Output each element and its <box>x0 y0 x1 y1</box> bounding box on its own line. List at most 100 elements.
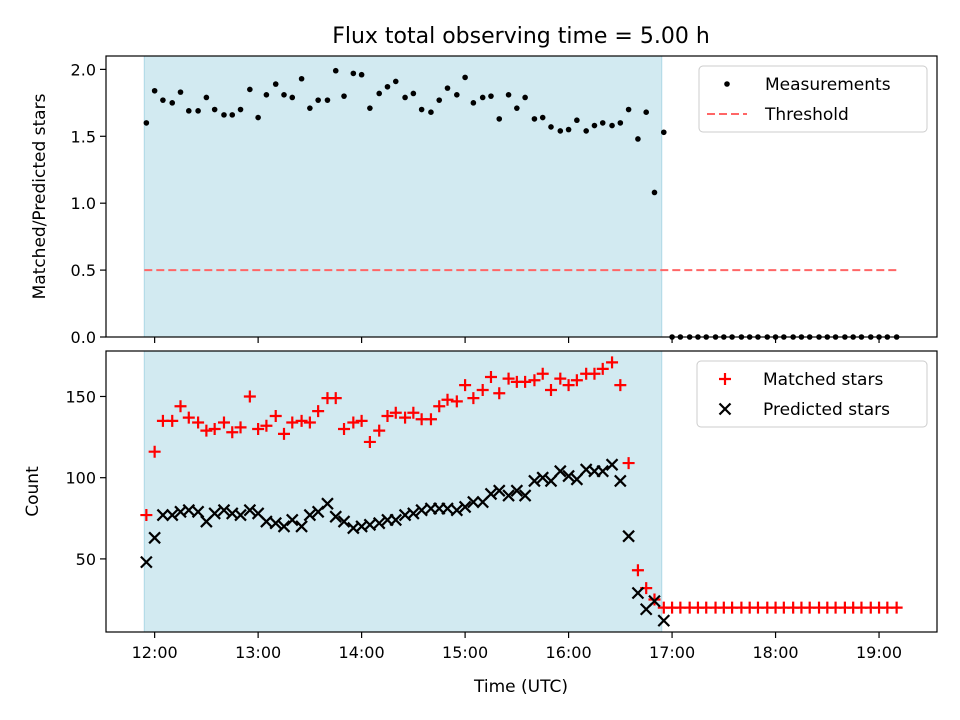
data-point <box>479 94 486 101</box>
data-point <box>221 112 227 118</box>
data-point <box>208 507 221 520</box>
data-point <box>428 109 434 115</box>
data-point <box>338 422 351 435</box>
data-point <box>470 100 477 106</box>
data-point <box>243 390 256 403</box>
y-tick-label: 150 <box>65 387 96 406</box>
data-point <box>544 474 558 488</box>
data-point <box>554 464 567 478</box>
data-point <box>247 86 253 93</box>
data-point <box>151 87 158 94</box>
data-point <box>450 395 463 408</box>
data-point <box>263 92 270 98</box>
data-point <box>148 531 161 545</box>
data-point <box>185 108 192 114</box>
data-point <box>458 500 472 514</box>
data-point <box>355 414 368 427</box>
data-point <box>635 136 641 142</box>
data-point <box>160 97 166 103</box>
data-point <box>562 379 575 392</box>
legend-label: Matched stars <box>763 370 883 390</box>
legend-box <box>696 360 928 428</box>
data-point <box>617 120 624 126</box>
data-point <box>165 508 179 522</box>
data-point <box>467 495 480 509</box>
data-point <box>295 520 308 533</box>
data-point <box>441 393 454 406</box>
data-point <box>436 97 443 103</box>
data-point <box>208 422 221 435</box>
data-point <box>156 508 170 522</box>
y-tick-label: 1.5 <box>71 127 96 146</box>
data-point <box>562 469 575 483</box>
axes-frame <box>105 55 938 338</box>
data-point <box>277 427 290 440</box>
data-point <box>407 507 420 520</box>
data-point <box>519 375 532 388</box>
x-tick-label: 14:00 <box>339 643 385 662</box>
data-point <box>565 126 572 133</box>
data-point <box>583 128 589 134</box>
data-point <box>217 416 230 429</box>
data-point <box>177 89 184 95</box>
data-point <box>289 94 296 101</box>
x-axis-label: Time (UTC) <box>473 677 568 697</box>
data-point <box>528 474 541 488</box>
data-point <box>459 379 472 392</box>
data-point <box>606 356 619 369</box>
data-point <box>285 513 299 527</box>
data-point <box>363 435 376 448</box>
data-point <box>192 416 205 429</box>
data-point <box>570 374 583 387</box>
data-point <box>660 129 667 136</box>
data-point <box>605 458 619 471</box>
data-point <box>544 383 557 396</box>
data-point <box>531 116 538 122</box>
data-point <box>174 400 187 413</box>
data-point <box>622 457 635 470</box>
data-point <box>148 445 161 458</box>
data-point <box>596 464 610 478</box>
x-tick-label: 12:00 <box>132 643 178 662</box>
data-point <box>574 117 580 124</box>
legend-label: Measurements <box>765 75 891 95</box>
data-point <box>243 503 257 517</box>
data-point <box>643 109 650 115</box>
data-point <box>539 114 546 121</box>
data-point <box>312 405 325 418</box>
data-point <box>450 503 464 517</box>
data-point <box>514 105 520 111</box>
data-point <box>424 413 437 426</box>
data-point <box>454 92 460 98</box>
legend-marker <box>718 402 732 416</box>
data-point <box>493 387 506 400</box>
data-point <box>389 406 402 419</box>
data-point <box>373 424 386 437</box>
x-tick-label: 13:00 <box>235 643 281 662</box>
data-point <box>402 94 408 101</box>
data-point <box>444 85 451 91</box>
data-point <box>548 124 554 130</box>
data-point <box>591 122 598 129</box>
data-point <box>496 116 503 122</box>
axes-frame <box>105 350 938 633</box>
data-point <box>536 367 549 380</box>
y-tick-label: 50 <box>76 550 96 569</box>
data-point <box>337 515 351 528</box>
data-point <box>384 83 391 90</box>
data-point <box>492 484 506 497</box>
data-point <box>315 97 321 103</box>
series-matched-stars <box>140 356 903 614</box>
data-point <box>269 516 282 530</box>
data-point <box>462 74 468 81</box>
data-point <box>484 487 498 501</box>
data-point <box>890 601 903 614</box>
data-point <box>614 379 627 392</box>
data-point <box>260 419 273 432</box>
y-axis-label: Matched/Predicted stars <box>30 93 50 299</box>
series-predicted-stars <box>140 458 671 627</box>
data-point <box>200 424 213 437</box>
top-panel: 0.0 0.5 1.0 1.5 2.0 Matched/Predicted stars Me… <box>30 55 938 347</box>
data-point <box>169 100 176 106</box>
